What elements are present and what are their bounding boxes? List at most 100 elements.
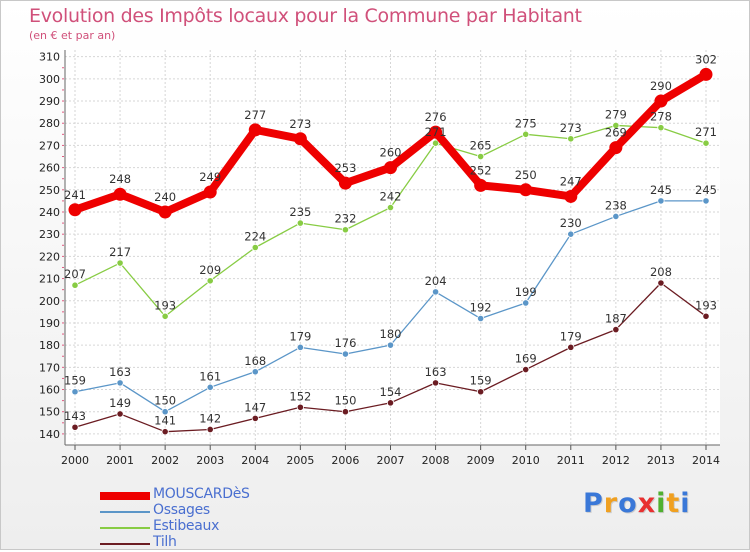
data-point [386, 341, 395, 349]
data-point [702, 197, 710, 205]
data-point [657, 279, 665, 287]
x-tick-label: 2006 [331, 454, 359, 467]
y-tick-label: 200 [39, 295, 60, 308]
data-label: 209 [199, 263, 221, 277]
data-label: 204 [425, 274, 447, 288]
data-label: 273 [560, 121, 582, 135]
data-label: 279 [605, 107, 627, 121]
data-point [522, 365, 530, 374]
y-tick-label: 210 [39, 273, 60, 286]
data-point [248, 123, 262, 137]
y-tick-label: 270 [39, 139, 60, 152]
data-point [386, 203, 395, 212]
y-tick-label: 250 [39, 184, 60, 197]
data-point [161, 428, 169, 436]
data-label: 249 [199, 170, 221, 184]
data-point [296, 219, 304, 227]
data-point [431, 379, 440, 387]
data-label: 154 [380, 385, 402, 399]
data-point [296, 343, 304, 351]
data-label: 275 [515, 116, 537, 130]
data-label: 271 [695, 125, 717, 139]
chart-subtitle: (en € et par an) [29, 29, 116, 42]
data-point [338, 176, 352, 190]
data-label: 159 [64, 374, 86, 388]
data-point [699, 67, 713, 81]
y-tick-label: 230 [39, 228, 60, 241]
data-point [384, 161, 397, 175]
data-point [161, 408, 169, 416]
x-tick-label: 2011 [557, 454, 585, 467]
proxiti-logo: Proxiti [583, 488, 691, 519]
y-tick-label: 300 [39, 73, 60, 86]
data-label: 147 [244, 400, 266, 414]
data-point [251, 243, 259, 252]
data-label: 260 [380, 146, 402, 160]
data-label: 271 [425, 125, 447, 139]
data-label: 193 [154, 298, 176, 312]
data-point [341, 350, 350, 358]
data-point [477, 388, 485, 396]
data-label: 241 [64, 188, 86, 202]
legend-swatch [100, 543, 150, 545]
data-label: 163 [109, 365, 131, 379]
data-point [341, 226, 350, 234]
data-point [341, 408, 350, 416]
y-tick-label: 160 [39, 384, 60, 397]
chart-title: Evolution des Impôts locaux pour la Comm… [29, 5, 582, 27]
data-label: 163 [425, 365, 447, 379]
data-point [567, 230, 575, 238]
x-tick-label: 2009 [467, 454, 495, 467]
data-point [564, 189, 578, 203]
y-tick-label: 280 [39, 117, 60, 130]
data-label: 230 [560, 216, 582, 230]
data-point [293, 132, 307, 146]
y-tick-label: 240 [39, 206, 60, 219]
data-label: 238 [605, 198, 627, 212]
data-label: 168 [244, 354, 266, 368]
data-label: 179 [560, 329, 582, 343]
data-point [251, 368, 259, 376]
y-tick-label: 140 [39, 428, 60, 441]
data-point [612, 326, 620, 334]
legend-label: Tilh [153, 534, 177, 550]
data-point [612, 121, 620, 130]
data-label: 302 [695, 52, 717, 66]
data-point [431, 139, 440, 147]
logo-letter: P [583, 488, 604, 519]
data-point [206, 383, 214, 391]
data-label: 232 [334, 212, 356, 226]
data-point [206, 277, 214, 285]
data-point [386, 399, 395, 407]
logo-letter: t [666, 488, 681, 519]
data-label: 253 [334, 161, 356, 175]
data-label: 242 [380, 190, 402, 204]
x-tick-label: 2008 [422, 454, 450, 467]
data-point [702, 139, 710, 147]
data-point [116, 410, 124, 418]
x-tick-label: 2012 [602, 454, 630, 467]
data-point [296, 403, 304, 411]
data-label: 169 [515, 352, 537, 366]
data-point [206, 425, 214, 434]
data-point [522, 299, 530, 307]
data-label: 143 [64, 409, 86, 423]
data-label: 161 [199, 369, 221, 383]
y-tick-label: 290 [39, 95, 60, 108]
data-label: 150 [154, 394, 176, 408]
data-label: 159 [470, 374, 492, 388]
data-point [609, 141, 623, 155]
data-label: 208 [650, 265, 672, 279]
data-label: 141 [154, 414, 176, 428]
data-label: 276 [425, 110, 447, 124]
data-label: 248 [109, 172, 131, 186]
data-point [519, 183, 533, 197]
x-tick-label: 2005 [286, 454, 314, 467]
data-point [429, 125, 443, 139]
data-label: 252 [470, 163, 492, 177]
legend-swatch [100, 511, 150, 513]
data-point [474, 178, 488, 192]
data-point [657, 197, 665, 205]
data-point [161, 312, 169, 320]
